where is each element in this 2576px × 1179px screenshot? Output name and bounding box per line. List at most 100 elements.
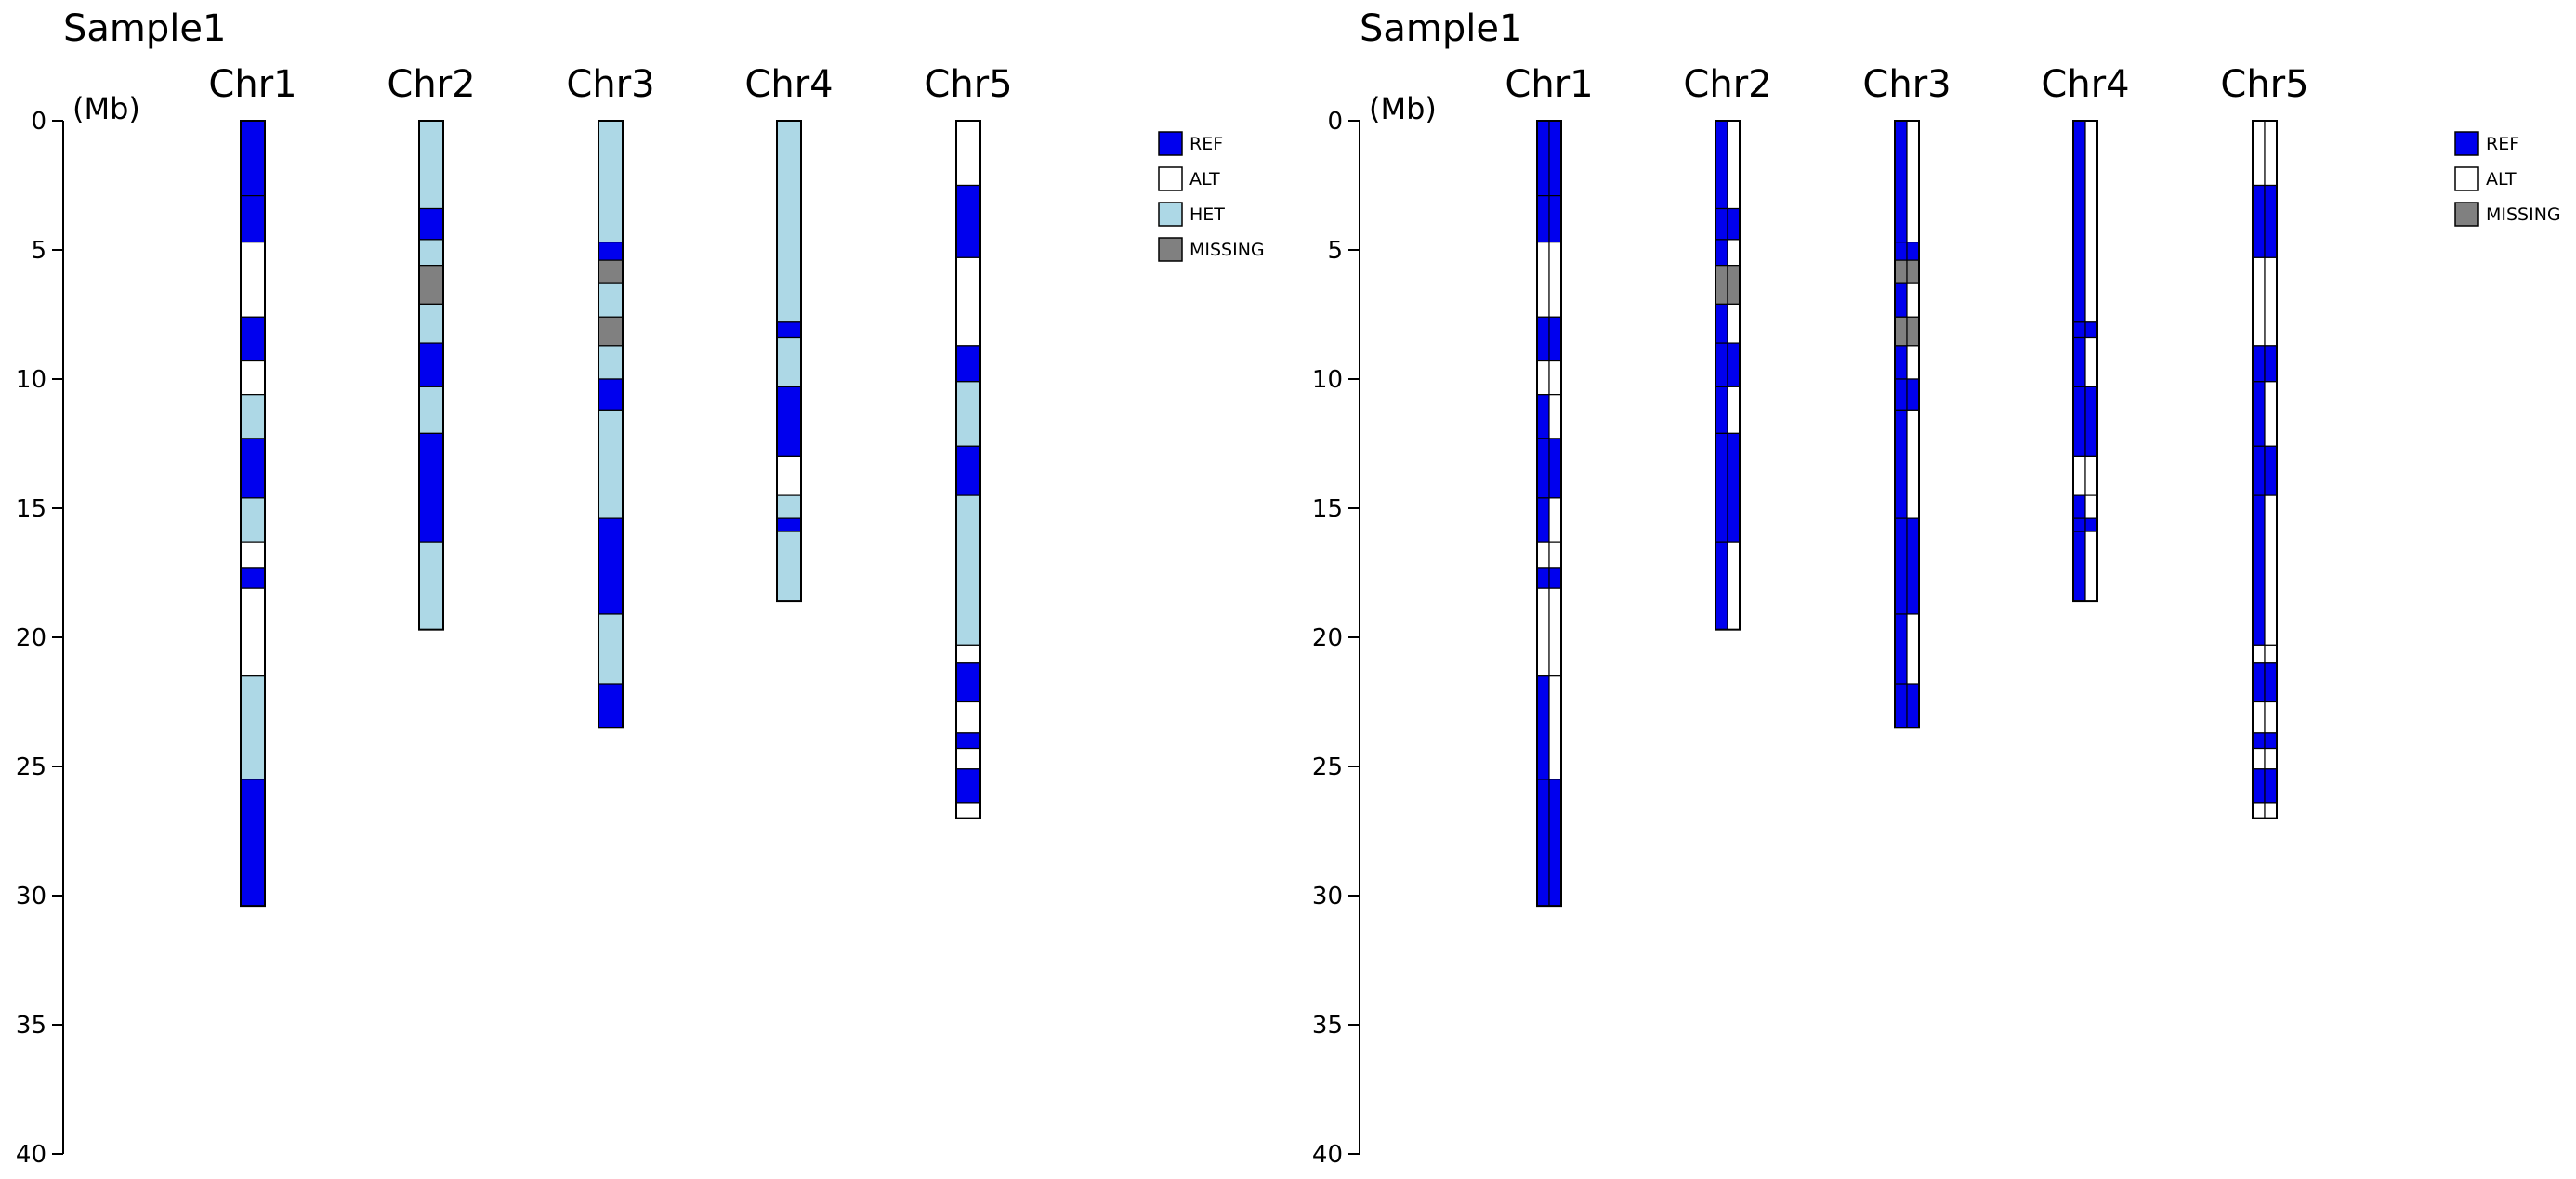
haplotype-b-segment-alt bbox=[2264, 644, 2278, 664]
haplotype-a-segment-ref bbox=[1894, 613, 1908, 685]
haplotype-a-segment-ref bbox=[1536, 438, 1550, 499]
haplotype-a-segment-alt bbox=[2252, 747, 2266, 770]
chromosome-label-chr1: Chr1 bbox=[208, 63, 296, 106]
genotype-segment-ref bbox=[598, 683, 624, 728]
genotype-segment-het bbox=[418, 386, 444, 434]
genotype-segment-ref bbox=[955, 445, 981, 496]
genotype-segment-het bbox=[955, 494, 981, 646]
haplotype-a-segment-ref bbox=[1536, 779, 1550, 907]
y-tick-label: 40 bbox=[1312, 1141, 1343, 1169]
haplotype-a-segment-missing bbox=[1715, 265, 1728, 305]
haplotype-b-segment-ref bbox=[1727, 432, 1741, 543]
haplotype-b-segment-ref bbox=[1548, 567, 1562, 589]
haplotype-a-segment-ref bbox=[2072, 494, 2086, 519]
haplotype-b-segment-ref bbox=[1727, 342, 1741, 387]
genotype-segment-het bbox=[240, 497, 266, 543]
y-tick-label: 25 bbox=[1312, 753, 1343, 781]
haplotype-b-segment-ref bbox=[2264, 184, 2278, 258]
genotype-segment-ref bbox=[240, 120, 266, 197]
genotype-segment-ref bbox=[776, 321, 802, 339]
genotype-segment-het bbox=[598, 613, 624, 685]
genotype-segment-alt bbox=[955, 256, 981, 347]
genotype-segment-missing bbox=[598, 259, 624, 284]
haplotype-b-segment-alt bbox=[1548, 541, 1562, 569]
y-tick-label: 20 bbox=[1312, 624, 1343, 652]
haplotype-a-segment-ref bbox=[1536, 675, 1550, 780]
haplotype-b-segment-alt bbox=[2264, 494, 2278, 646]
genotype-segment-ref bbox=[418, 432, 444, 543]
genotype-segment-het bbox=[418, 303, 444, 344]
genotype-segment-het bbox=[598, 120, 624, 243]
haplotype-b-segment-alt bbox=[2084, 494, 2098, 519]
haplotype-b-segment-alt bbox=[2264, 747, 2278, 770]
legend-label-alt: ALT bbox=[2486, 169, 2517, 190]
legend-swatch-ref bbox=[1158, 131, 1183, 156]
haplotype-b-segment-missing bbox=[1906, 259, 1920, 284]
genotype-segment-ref bbox=[418, 207, 444, 241]
haplotype-a-segment-alt bbox=[1536, 242, 1550, 318]
chromosome-label-chr5: Chr5 bbox=[924, 63, 1012, 106]
haplotype-b-segment-alt bbox=[1548, 360, 1562, 396]
haplotype-b-segment-alt bbox=[1727, 303, 1741, 344]
haplotype-b-segment-ref bbox=[1548, 779, 1562, 907]
legend-swatch-ref bbox=[2454, 131, 2479, 156]
legend-swatch-alt bbox=[1158, 166, 1183, 191]
y-tick-label: 25 bbox=[16, 753, 46, 781]
haplotype-a-segment-ref bbox=[1894, 409, 1908, 519]
haplotype-b-segment-alt bbox=[1548, 497, 1562, 543]
haplotype-a-segment-ref bbox=[1894, 378, 1908, 411]
chromosome-outline-chr2 bbox=[1715, 120, 1741, 631]
haplotype-a-segment-alt bbox=[1536, 587, 1550, 677]
haplotype-b-segment-alt bbox=[2264, 120, 2278, 187]
chromosome-label-chr2: Chr2 bbox=[387, 63, 475, 106]
genotype-segment-het bbox=[240, 675, 266, 780]
haplotype-b-segment-alt bbox=[1906, 409, 1920, 519]
haplotype-b-segment-ref bbox=[1906, 683, 1920, 728]
chromosome-label-chr1: Chr1 bbox=[1505, 63, 1593, 106]
haplotype-a-segment-ref bbox=[1894, 517, 1908, 615]
haplotype-b-segment-ref bbox=[2084, 321, 2098, 339]
chromosome-label-chr3: Chr3 bbox=[1862, 63, 1951, 106]
genotype-segment-het bbox=[598, 282, 624, 318]
chromosome-outline-chr2 bbox=[418, 120, 444, 631]
y-axis-unit-label: (Mb) bbox=[72, 91, 140, 126]
haplotype-a-segment-ref bbox=[2072, 386, 2086, 457]
panel-genotype-split-track: Sample1 (Mb) 0 5 10 15 20 25 30 35 40 Chr1 Chr2 Chr3 C… bbox=[1312, 7, 2561, 1169]
genotype-segment-ref bbox=[955, 732, 981, 750]
genotype-segment-ref bbox=[240, 567, 266, 589]
haplotype-b-segment-ref bbox=[2264, 345, 2278, 383]
chromosome-outline-chr3 bbox=[598, 120, 624, 729]
genotype-segment-alt bbox=[240, 541, 266, 569]
haplotype-b-segment-alt bbox=[1548, 242, 1562, 318]
haplotype-a-segment-ref bbox=[2252, 381, 2266, 447]
haplotype-b-segment-ref bbox=[2264, 732, 2278, 750]
haplotype-a-segment-ref bbox=[1894, 242, 1908, 261]
genotype-segment-ref bbox=[598, 242, 624, 261]
y-tick-label: 5 bbox=[1327, 237, 1343, 265]
genotype-segment-alt bbox=[955, 644, 981, 664]
haplotype-a-segment-ref bbox=[1536, 497, 1550, 543]
genotype-segment-ref bbox=[240, 316, 266, 362]
haplotype-b-segment-alt bbox=[1548, 394, 1562, 439]
haplotype-b-segment-ref bbox=[1727, 207, 1741, 241]
haplotype-a-segment-ref bbox=[2252, 494, 2266, 646]
chromosome-outline-chr3 bbox=[1894, 120, 1920, 729]
haplotype-a-segment-ref bbox=[1715, 239, 1728, 267]
haplotype-b-segment-ref bbox=[1548, 120, 1562, 197]
legend-label-ref: REF bbox=[1189, 134, 1223, 154]
haplotype-a-segment-ref bbox=[1536, 120, 1550, 197]
genotype-segment-ref bbox=[955, 662, 981, 703]
y-tick-label: 5 bbox=[31, 237, 46, 265]
haplotype-b-segment-alt bbox=[1906, 613, 1920, 685]
genotype-segment-het bbox=[418, 541, 444, 631]
genotype-segment-het bbox=[955, 381, 981, 447]
legend-swatch-het bbox=[1158, 202, 1183, 227]
haplotype-b-segment-alt bbox=[1727, 120, 1741, 210]
haplotype-a-segment-ref bbox=[1536, 316, 1550, 362]
y-tick-label: 15 bbox=[16, 495, 46, 523]
haplotype-a-segment-ref bbox=[2252, 662, 2266, 703]
haplotype-b-segment-alt bbox=[1906, 345, 1920, 380]
chromosome-label-chr4: Chr4 bbox=[2041, 63, 2129, 106]
haplotype-a-segment-missing bbox=[1894, 259, 1908, 284]
haplotype-b-segment-alt bbox=[2264, 701, 2278, 734]
